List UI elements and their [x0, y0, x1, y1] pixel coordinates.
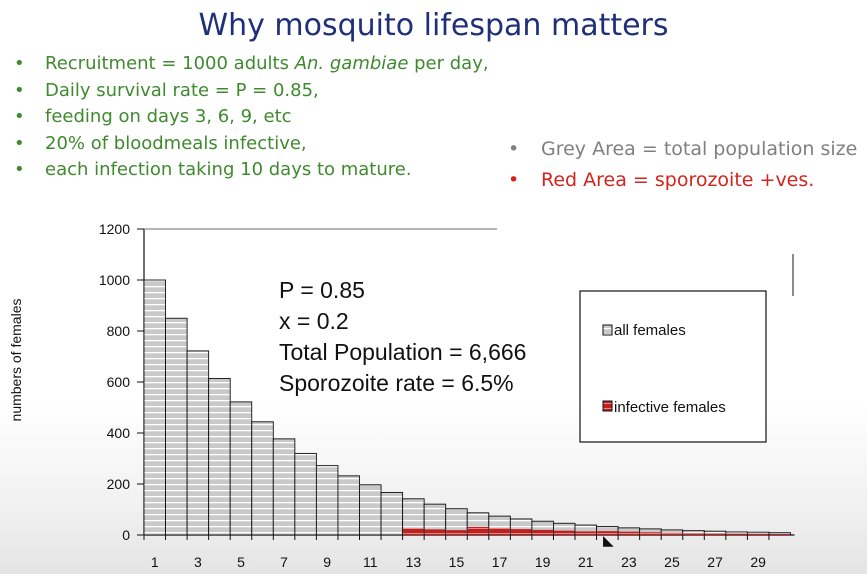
bullet-icon: •: [14, 79, 25, 101]
bullet-icon: •: [508, 138, 520, 160]
bullet-icon: •: [508, 169, 520, 191]
annotation-x: x = 0.2: [279, 308, 349, 334]
x-tick-label: 23: [621, 554, 637, 570]
x-tick-label: 1: [151, 554, 159, 570]
bar-infective-females: [683, 532, 704, 535]
y-tick-label: 400: [107, 425, 131, 441]
bar-infective-females: [403, 528, 424, 535]
bar-infective-females: [640, 532, 661, 535]
legend-box: [579, 290, 767, 443]
legend-label-all: all females: [614, 322, 686, 339]
bar-infective-females: [532, 529, 553, 535]
bar-infective-females: [489, 528, 510, 535]
bar-all-females: [251, 421, 274, 536]
y-tick-label: 1000: [99, 272, 130, 288]
bar-infective-females: [618, 531, 640, 535]
divider-line: [792, 254, 794, 296]
assumption-item: • feeding on days 3, 6, 9, etc: [14, 104, 489, 131]
bar-all-females: [186, 350, 210, 536]
assumption-item: • each infection taking 10 days to mature…: [14, 157, 489, 184]
x-tick-label: 13: [406, 554, 422, 570]
assumption-list: • Recruitment = 1000 adults An. gambiae p…: [14, 51, 489, 184]
x-tick-label: 19: [535, 554, 551, 570]
assumption-text: Recruitment = 1000 adults: [45, 53, 295, 74]
x-tick-label: 15: [449, 554, 465, 570]
grey-area-note: • Grey Area = total population size: [508, 136, 857, 167]
x-tick-label: 21: [578, 554, 594, 570]
legend-swatch-all: [602, 324, 613, 336]
x-tick-label: 17: [492, 554, 508, 570]
y-tick-label: 0: [122, 527, 130, 543]
bar-infective-females: [661, 532, 683, 535]
bar-all-females: [315, 465, 339, 536]
bar-infective-females: [769, 533, 790, 535]
assumption-item: • Recruitment = 1000 adults An. gambiae p…: [14, 51, 489, 78]
assumption-text: Daily survival rate = P = 0.85,: [45, 79, 319, 101]
bar-infective-females: [704, 533, 726, 535]
annotation-block: P = 0.85 x = 0.2 Total Population = 6,66…: [279, 277, 526, 396]
y-tick-label: 200: [107, 476, 131, 492]
legend-label-infective: infective females: [614, 399, 726, 416]
bar-all-females: [229, 401, 253, 536]
x-tick-label: 3: [194, 554, 202, 570]
bar-infective-females: [467, 526, 489, 535]
x-tick-label: 9: [323, 554, 331, 570]
assumption-text: per day,: [408, 53, 489, 74]
assumption-text: 20% of bloodmeals infective,: [45, 132, 307, 154]
y-tick-label: 1200: [99, 221, 130, 237]
area-notes: • Grey Area = total population size • Red …: [508, 136, 857, 198]
bullet-icon: •: [14, 159, 25, 180]
grey-area-text: Grey Area = total population size: [541, 138, 858, 160]
bar-infective-females: [747, 533, 769, 535]
bar-infective-females: [597, 531, 618, 535]
bar-all-females: [380, 491, 404, 536]
bar-infective-females: [726, 533, 747, 535]
assumption-text: feeding on days 3, 6, 9, etc: [45, 106, 292, 127]
bullet-icon: •: [14, 53, 25, 74]
bar-infective-females: [553, 530, 575, 535]
red-area-text: Red Area = sporozoite +ves.: [541, 169, 815, 191]
bar-all-females: [165, 317, 188, 536]
bar-all-females: [208, 377, 231, 536]
red-area-note: • Red Area = sporozoite +ves.: [508, 167, 857, 198]
species-name: An. gambiae: [294, 53, 409, 74]
y-tick-label: 600: [107, 374, 131, 390]
assumption-item: • 20% of bloodmeals infective,: [14, 131, 489, 158]
mouse-cursor-icon: ◣: [603, 532, 614, 548]
bar-infective-females: [510, 529, 532, 535]
bar-all-females: [294, 452, 317, 536]
assumption-text: each infection taking 10 days to mature.: [45, 159, 412, 180]
slide-title: Why mosquito lifespan matters: [198, 8, 669, 43]
bar-infective-females: [575, 531, 597, 535]
infective-females-bars: [403, 526, 790, 535]
bullet-icon: •: [14, 106, 25, 127]
all-females-bars: [143, 279, 791, 536]
x-tick-label: 11: [363, 554, 378, 570]
x-tick-label: 5: [237, 554, 245, 570]
annotation-p: P = 0.85: [279, 277, 365, 303]
chart-legend: all females infective females: [579, 290, 767, 443]
bar-all-females: [337, 475, 360, 536]
bar-all-females: [272, 438, 296, 536]
bar-all-females: [143, 279, 166, 536]
y-tick-label: 800: [107, 323, 131, 339]
legend-swatch-infective: [602, 400, 613, 412]
assumption-item: • Daily survival rate = P = 0.85,: [14, 78, 489, 105]
bar-infective-females: [446, 530, 467, 535]
x-tick-label: 25: [664, 554, 680, 570]
annotation-sporozoite-rate: Sporozoite rate = 6.5%: [279, 370, 514, 396]
bar-all-females: [359, 484, 382, 536]
y-axis-label: numbers of females: [8, 299, 24, 422]
annotation-total-population: Total Population = 6,666: [279, 339, 526, 365]
x-tick-label: 27: [707, 554, 723, 570]
x-tick-label: 7: [280, 554, 288, 570]
bar-infective-females: [424, 529, 446, 535]
x-tick-label: 29: [750, 554, 766, 570]
bullet-icon: •: [14, 132, 25, 154]
